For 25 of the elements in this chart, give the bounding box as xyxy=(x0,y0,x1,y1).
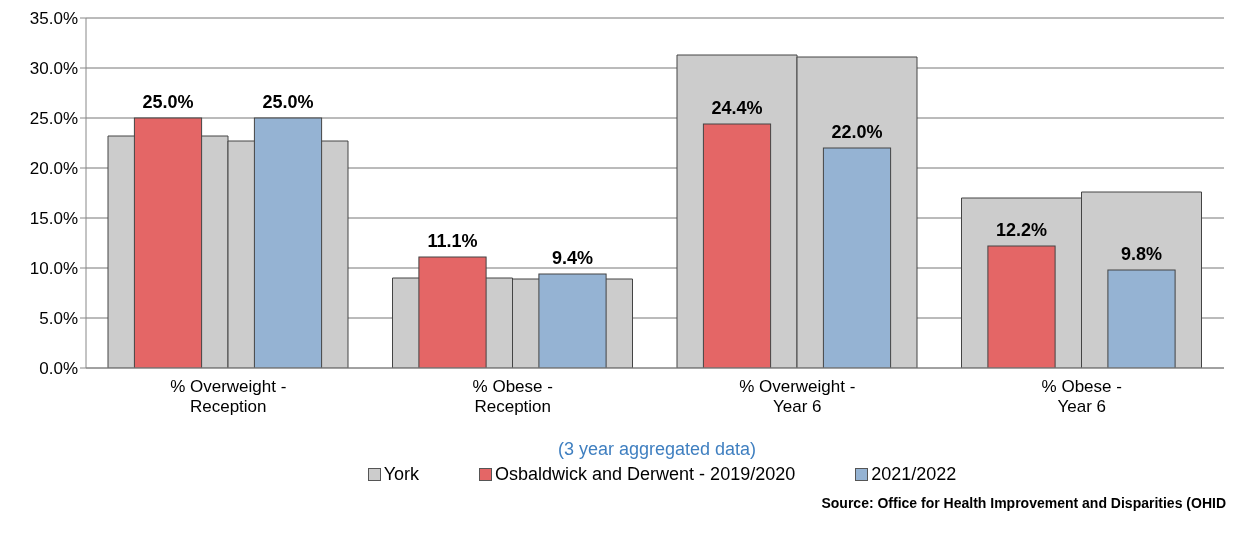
data-label: 22.0% xyxy=(831,122,883,142)
legend-label: York xyxy=(383,464,420,485)
y-tick-label: 0.0% xyxy=(39,359,78,379)
data-label: 9.4% xyxy=(551,248,594,268)
x-tick-label: % Overweight - Year 6 xyxy=(739,377,856,416)
data-label: 11.1% xyxy=(427,231,478,251)
y-tick-label: 25.0% xyxy=(29,109,78,129)
y-tick-label: 10.0% xyxy=(29,259,78,279)
x-tick-label: % Obese - Year 6 xyxy=(1041,377,1122,416)
x-tick-label: % Overweight - Reception xyxy=(170,377,287,416)
data-label: 25.0% xyxy=(262,92,314,112)
y-tick-label: 30.0% xyxy=(29,59,78,79)
y-tick-label: 5.0% xyxy=(39,309,78,329)
legend-label: 2021/2022 xyxy=(871,464,957,485)
y-tick-label: 35.0% xyxy=(29,9,78,29)
data-label: 9.8% xyxy=(1120,244,1163,264)
y-tick-label: 20.0% xyxy=(29,159,78,179)
legend-label: Osbaldwick and Derwent - 2019/2020 xyxy=(495,464,796,485)
data-label: 12.2% xyxy=(995,220,1048,240)
x-tick-label: % Obese - Reception xyxy=(472,377,553,416)
y-tick-label: 15.0% xyxy=(29,209,78,229)
data-label: 25.0% xyxy=(142,92,194,112)
x-axis-title: (3 year aggregated data) xyxy=(556,438,758,460)
data-label: 24.4% xyxy=(711,98,763,118)
source-note: Source: Office for Health Improvement and Disparities (OHID xyxy=(820,495,1226,511)
